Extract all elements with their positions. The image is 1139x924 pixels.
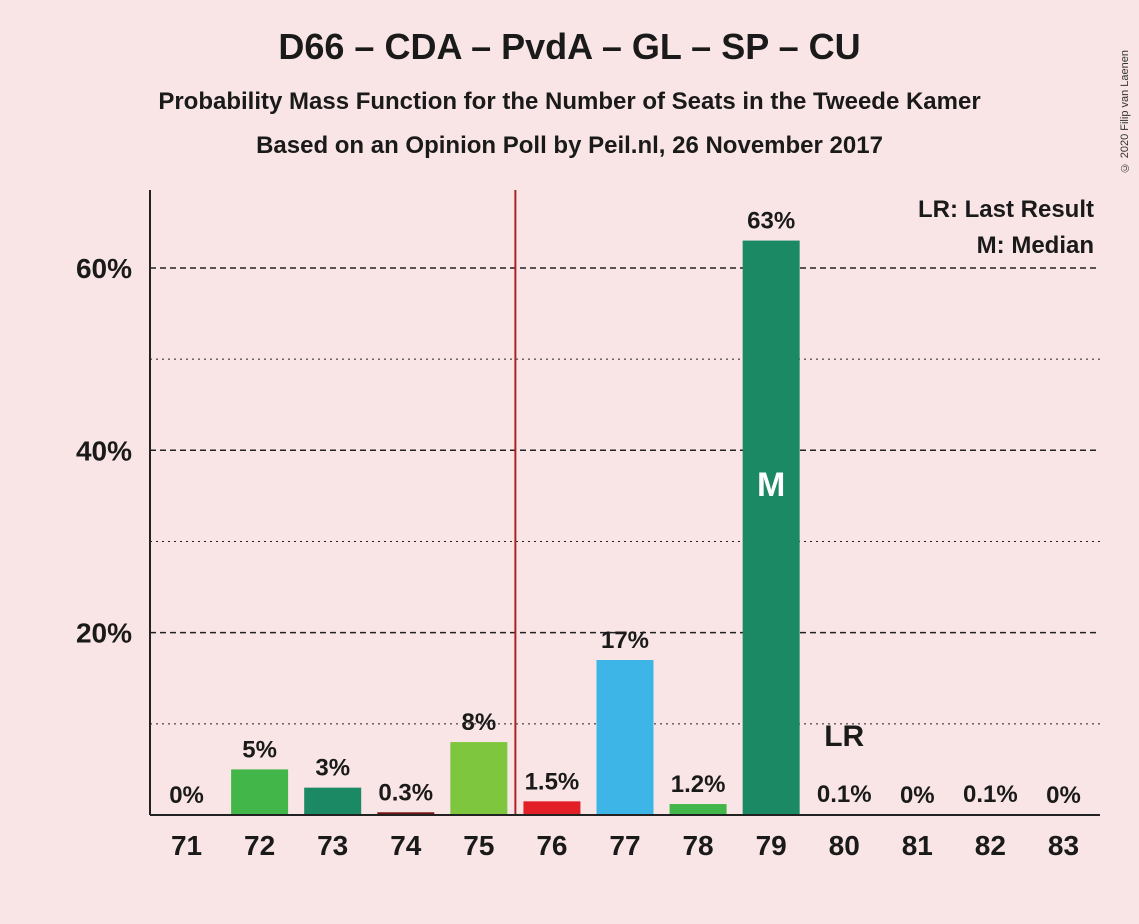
- x-tick-label: 77: [609, 830, 640, 861]
- x-tick-label: 76: [536, 830, 567, 861]
- x-tick-label: 79: [756, 830, 787, 861]
- bar-value-label: 0%: [169, 782, 204, 809]
- y-tick-label: 60%: [76, 253, 132, 284]
- x-tick-label: 75: [463, 830, 494, 861]
- bar: [450, 742, 507, 815]
- bar-value-label: 1.2%: [671, 771, 726, 798]
- x-tick-label: 83: [1048, 830, 1079, 861]
- lr-label: LR: [824, 720, 864, 753]
- x-tick-label: 81: [902, 830, 933, 861]
- x-tick-label: 73: [317, 830, 348, 861]
- bar-value-label: 5%: [242, 736, 277, 763]
- bar-value-label: 17%: [601, 627, 649, 654]
- x-tick-label: 72: [244, 830, 275, 861]
- median-label: M: [757, 466, 785, 504]
- bar: [231, 769, 288, 815]
- legend-lr: LR: Last Result: [918, 196, 1094, 223]
- bar-value-label: 63%: [747, 208, 795, 235]
- y-tick-label: 40%: [76, 435, 132, 466]
- bar-value-label: 0.1%: [963, 781, 1018, 808]
- bar: [597, 660, 654, 815]
- bar-value-label: 0.1%: [817, 781, 872, 808]
- y-tick-label: 20%: [76, 618, 132, 649]
- x-tick-label: 82: [975, 830, 1006, 861]
- bar: [670, 804, 727, 815]
- bar-value-label: 0.3%: [378, 779, 433, 806]
- x-tick-label: 80: [829, 830, 860, 861]
- x-tick-label: 71: [171, 830, 202, 861]
- legend-m: M: Median: [977, 232, 1094, 259]
- bar-value-label: 8%: [462, 709, 497, 736]
- x-tick-label: 78: [682, 830, 713, 861]
- bar-value-label: 0%: [1046, 782, 1081, 809]
- bar: [743, 241, 800, 815]
- x-tick-label: 74: [390, 830, 422, 861]
- bar-value-label: 1.5%: [525, 768, 580, 795]
- bar-value-label: 3%: [315, 755, 350, 782]
- bar-value-label: 0%: [900, 782, 935, 809]
- pmf-bar-chart: 20% 40% 60% 0% 71 5% 72 3% 73 0.3% 74 8% 75 1.5% 76 17%…: [0, 0, 1139, 924]
- bar: [304, 788, 361, 815]
- bar: [523, 801, 580, 815]
